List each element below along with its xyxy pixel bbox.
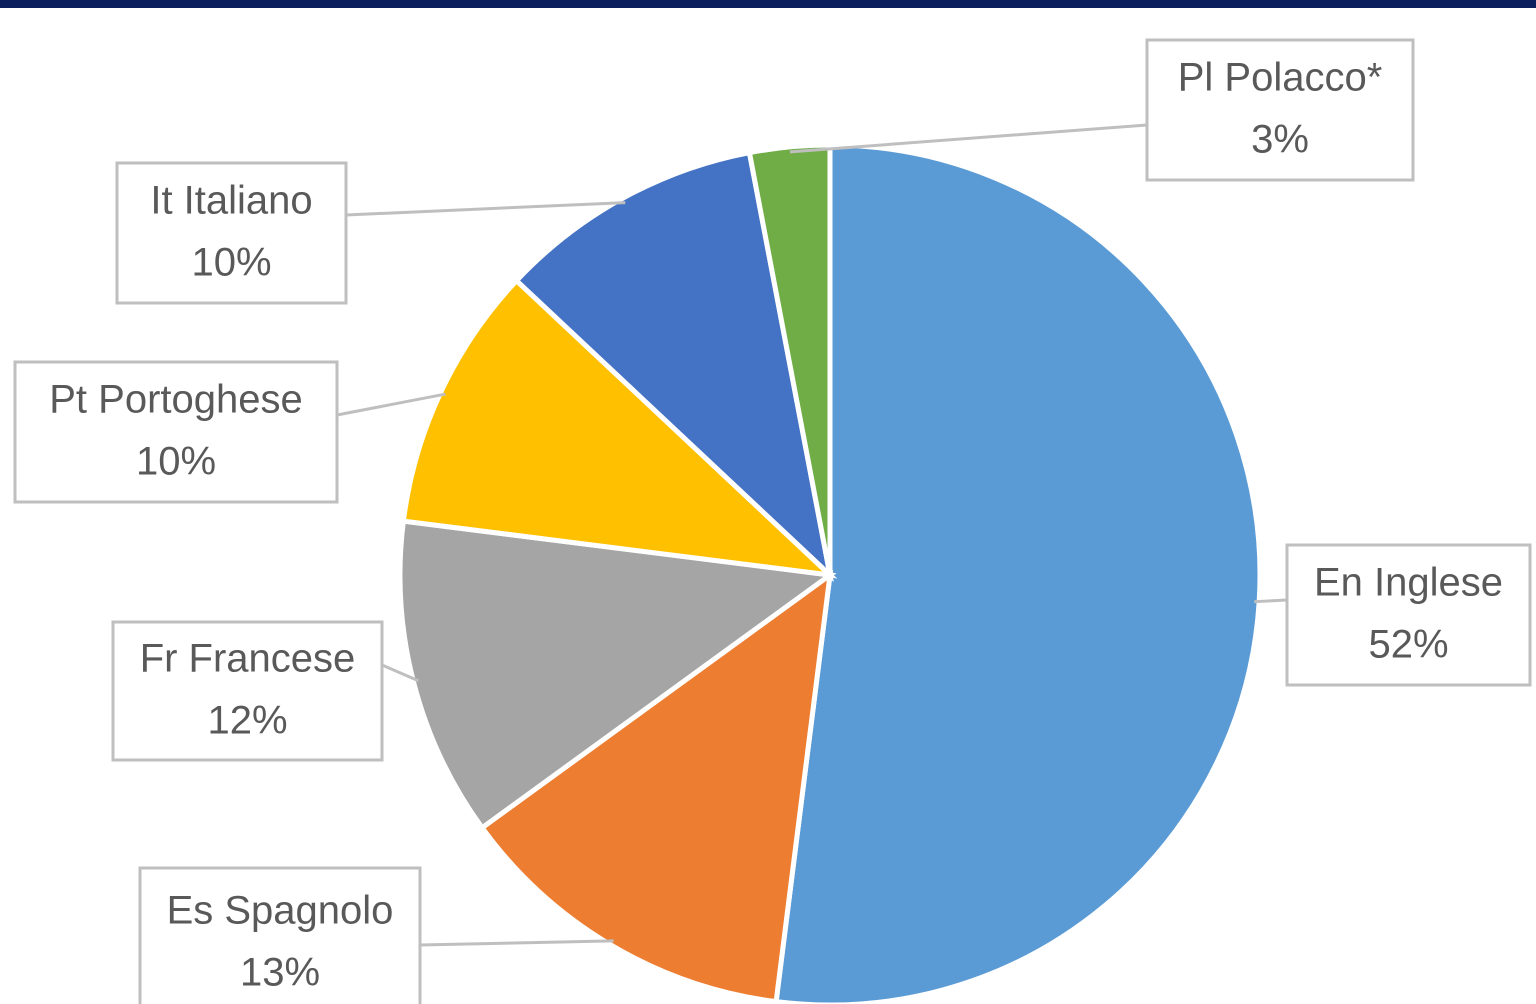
pie-slice xyxy=(478,569,834,1004)
label-box xyxy=(115,161,348,305)
label-box xyxy=(13,360,339,504)
leader-line xyxy=(336,392,446,417)
leader-line xyxy=(789,123,1148,154)
label-box xyxy=(1145,38,1415,182)
pie-slice xyxy=(773,142,1263,1004)
leader-line xyxy=(381,663,419,683)
value-label: 10% xyxy=(136,440,216,484)
category-label: En Inglese xyxy=(1314,561,1503,605)
leader-line xyxy=(419,939,614,947)
label-box xyxy=(111,620,384,762)
pie-slice xyxy=(746,142,833,576)
category-label: Es Spagnolo xyxy=(167,889,394,933)
leader-line xyxy=(1254,598,1288,604)
label-box xyxy=(1285,543,1532,687)
label-box xyxy=(138,866,422,1004)
leader-line xyxy=(345,201,626,217)
category-label: Fr Francese xyxy=(140,637,356,681)
value-label: 13% xyxy=(240,951,320,995)
category-label: It Italiano xyxy=(150,179,312,223)
value-label: 3% xyxy=(1251,118,1309,162)
value-label: 52% xyxy=(1368,623,1448,667)
category-label: Pt Portoghese xyxy=(49,378,303,422)
top-band xyxy=(0,0,1536,8)
category-label: Pl Polacco* xyxy=(1178,56,1383,100)
value-label: 12% xyxy=(207,699,287,743)
pie-slice xyxy=(513,149,834,583)
pie-slice xyxy=(397,518,837,832)
value-label: 10% xyxy=(191,241,271,285)
pie-slice xyxy=(400,277,838,579)
